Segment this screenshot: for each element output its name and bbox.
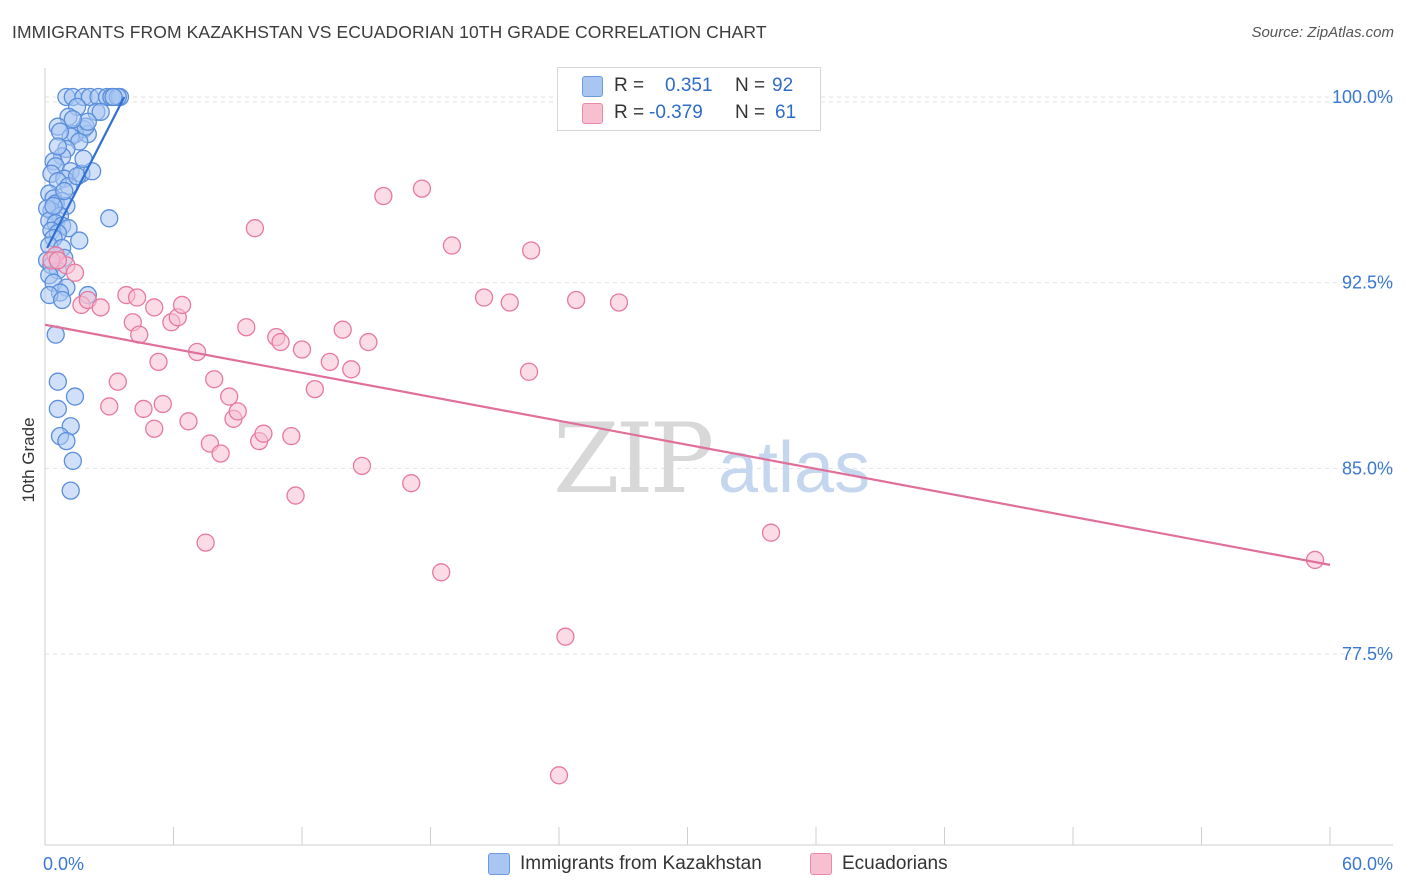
legend-label-ecuadorians: Ecuadorians [842, 853, 948, 874]
y-tick-label: 100.0% [1332, 87, 1393, 107]
ecuadorian-point [359, 332, 378, 352]
ecuadorian-point [432, 563, 451, 582]
ecuadorian-point [196, 533, 215, 552]
legend-item-kazakhstan[interactable]: Immigrants from Kazakhstan [488, 853, 762, 875]
kazakhstan-point [78, 112, 97, 131]
ecuadorian-point [100, 397, 119, 416]
ecuadorian-point [474, 288, 494, 307]
ecuadorian-point [172, 295, 192, 315]
watermark-zip: ZIP [553, 403, 712, 515]
ecuadorian-point [211, 444, 230, 463]
ecuadorian-point [305, 379, 325, 399]
r-label: R = [614, 75, 645, 96]
legend-label-kazakhstan: Immigrants from Kazakhstan [520, 853, 762, 874]
kazakhstan-point [48, 372, 67, 391]
chart-title: IMMIGRANTS FROM KAZAKHSTAN VS ECUADORIAN… [12, 22, 767, 42]
ecuadorian-point [292, 340, 312, 359]
ecuadorian-point [549, 766, 569, 785]
source-credit: Source: ZipAtlas.com [1251, 24, 1394, 41]
ecuadorian-point [179, 412, 198, 431]
y-tick-label: 92.5% [1342, 273, 1393, 293]
ecuadorian-point [412, 179, 432, 198]
ecuadorian-point [149, 352, 168, 372]
legend-swatch-kazakhstan [488, 853, 510, 875]
ecuadorian-point [522, 241, 541, 260]
ecuadorian-point [271, 332, 290, 352]
ecuadorian-point [220, 387, 239, 406]
kazakhstan-trend-line [46, 96, 126, 249]
n-value-ecuadorians: 61 [775, 102, 797, 123]
ecuadorian-point [609, 293, 629, 312]
kazakhstan-point [52, 290, 72, 310]
ecuadorian-point [282, 427, 301, 446]
ecuadorian-point [320, 352, 339, 372]
y-tick-label: 77.5% [1342, 644, 1393, 664]
ecuadorian-point [352, 456, 372, 476]
ecuadorian-point [134, 399, 153, 419]
ecuadorian-point [145, 298, 164, 317]
n-label: N = [735, 75, 766, 96]
ecuadorian-point [254, 424, 273, 443]
y-tick-label: 85.0% [1342, 458, 1393, 478]
ecuadorian-point [374, 186, 393, 206]
kazakhstan-point [100, 209, 119, 228]
kazakhstan-point [91, 102, 110, 122]
kazakhstan-point [48, 399, 67, 419]
ecuadorian-point [556, 627, 575, 646]
ecuadorian-point [153, 394, 172, 414]
ecuadorian-trend-line [44, 323, 1331, 566]
kazakhstan-point [44, 196, 63, 216]
ecuadorian-point [286, 486, 305, 505]
r-value-ecuadorians: -0.379 [649, 102, 703, 123]
ecuadorian-point [48, 251, 67, 270]
ecuadorian-point [91, 298, 110, 317]
kazakhstan-point [50, 122, 70, 141]
y-axis-title: 10th Grade [19, 417, 38, 502]
kazakhstan-point [61, 481, 80, 500]
kazakhstan-point [104, 87, 123, 107]
ecuadorian-point [205, 370, 224, 389]
ecuadorian-point [108, 372, 127, 391]
ecuadorian-point [228, 402, 247, 421]
ecuadorian-point [127, 288, 147, 307]
x-tick-label: 0.0% [43, 854, 84, 874]
r-value-kazakhstan: 0.351 [665, 75, 713, 96]
kazakhstan-point [63, 110, 82, 129]
n-label: N = [735, 102, 766, 123]
watermark-atlas: atlas [718, 428, 870, 508]
legend-item-ecuadorians[interactable]: Ecuadorians [810, 853, 948, 875]
ecuadorian-point [402, 474, 421, 493]
legend-swatch-ecuadorians [810, 853, 832, 875]
n-value-kazakhstan: 92 [772, 75, 794, 96]
stats-swatch-kazakhstan [582, 76, 603, 97]
ecuadorian-point [65, 263, 85, 282]
x-tick-label: 60.0% [1342, 854, 1393, 874]
ecuadorian-point [245, 219, 265, 238]
ecuadorian-point [500, 293, 519, 312]
correlation-stats-box: R = 0.351 N = 92 R = -0.379 N = 61 [557, 67, 821, 131]
ecuadorian-point [145, 419, 164, 438]
ecuadorian-point [761, 523, 781, 542]
kazakhstan-point [57, 431, 76, 451]
ecuadorian-point [566, 290, 586, 310]
ecuadorian-point [333, 320, 352, 339]
stats-swatch-ecuadorians [582, 103, 603, 124]
ecuadorian-point [237, 318, 256, 337]
ecuadorian-point [342, 360, 361, 379]
kazakhstan-point [48, 137, 67, 156]
kazakhstan-point [63, 451, 82, 471]
r-label: R = [614, 102, 645, 123]
kazakhstan-point [70, 231, 89, 250]
ecuadorian-point [442, 236, 462, 255]
kazakhstan-point [55, 181, 74, 201]
ecuadorian-point [519, 362, 539, 381]
kazakhstan-point [65, 387, 85, 406]
